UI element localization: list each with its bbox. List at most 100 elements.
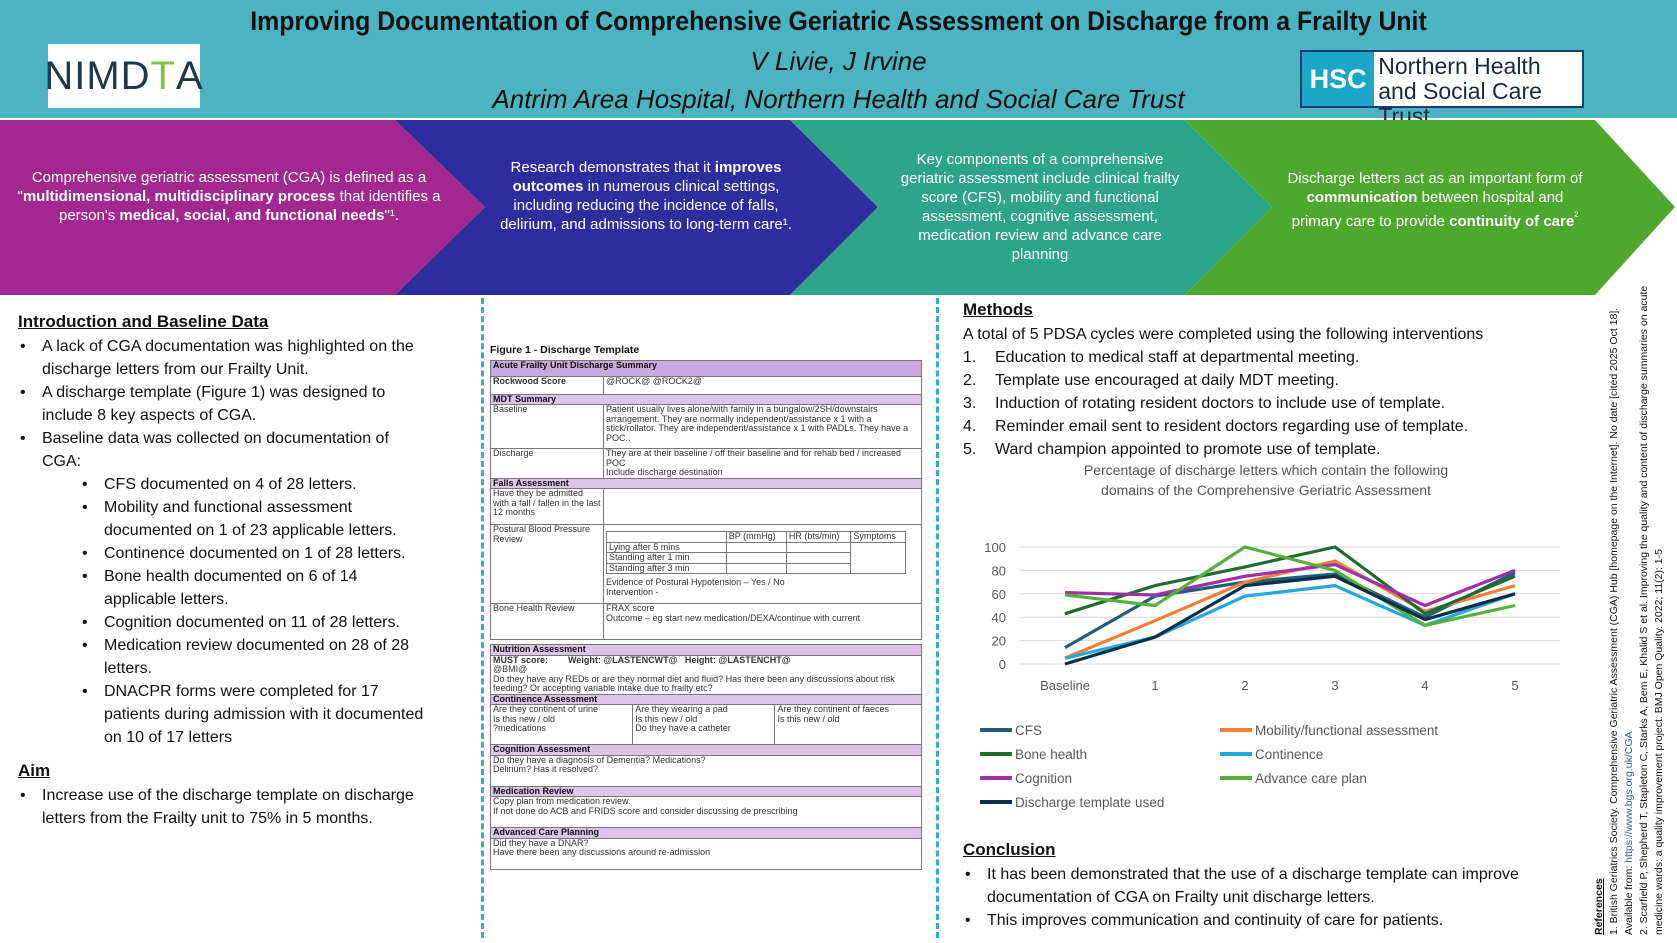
section-header: Cognition Assessment <box>490 744 922 756</box>
baseline-item: Medication review documented on 28 of 28… <box>80 634 428 680</box>
chevron-2 <box>395 120 878 295</box>
column-divider <box>481 298 484 938</box>
text: Intervention - <box>606 586 659 597</box>
cell: Copy plan from medication review. If not… <box>490 796 922 828</box>
y-tick-label: 20 <box>992 634 1006 649</box>
legend-label: Discharge template used <box>1015 795 1164 810</box>
nimdta-logo: NIMD T A <box>44 44 203 108</box>
cell: Baseline <box>490 404 604 449</box>
baseline-item: DNACPR forms were completed for 17 patie… <box>80 680 428 749</box>
section-header: Continence Assessment <box>490 693 922 705</box>
figure-caption: Figure 1 - Discharge Template <box>490 344 640 356</box>
references: References 1. British Geriatrics Society… <box>1592 285 1676 935</box>
intro-section: Introduction and Baseline Data A lack of… <box>18 310 428 830</box>
cell: Standing after 3 min <box>606 562 727 574</box>
legend-label: CFS <box>1015 723 1042 738</box>
baseline-item: Continence documented on 1 of 28 letters… <box>80 542 428 565</box>
text: @BMI@ <box>493 664 528 674</box>
cell: MUST score: Weight: @LASTENCWT@ Height: … <box>490 654 922 695</box>
aim-bullet: Increase use of the discharge template o… <box>18 784 428 830</box>
baseline-item: Bone health documented on 6 of 14 applic… <box>80 565 428 611</box>
y-tick-label: 60 <box>992 587 1006 602</box>
intro-bullet: Baseline data was collected on documenta… <box>18 427 428 473</box>
text: Do they have any REDs or are they normal… <box>493 673 895 693</box>
method-item: 1. Education to medical staff at departme… <box>963 349 1360 366</box>
baseline-item: Cognition documented on 11 of 28 letters… <box>80 611 428 634</box>
cell <box>725 562 787 574</box>
chevron-2-text: Research demonstrates that it improves o… <box>500 159 792 233</box>
intro-heading: Introduction and Baseline Data <box>18 312 269 331</box>
methods-heading: Methods <box>963 300 1033 319</box>
series-line-cfs <box>1064 571 1516 650</box>
x-tick-label: Baseline <box>1040 678 1090 693</box>
methods-intro: A total of 5 PDSA cycles were completed … <box>963 326 1484 343</box>
legend-label: Continence <box>1255 747 1323 762</box>
section-header: Medication Review <box>490 785 922 797</box>
legend-label: Advance care plan <box>1255 771 1367 786</box>
legend-label: Bone health <box>1015 747 1087 762</box>
cell: Did they have a DNAR? Have there been an… <box>490 837 922 870</box>
method-item: 3. Induction of rotating resident doctors… <box>963 395 1446 412</box>
conclusion-heading: Conclusion <box>963 840 1056 859</box>
cell <box>850 541 907 574</box>
reference-link[interactable]: https://www.bgs.org.uk/CGA <box>1623 731 1635 863</box>
text: Weight: @LASTENCWT@ <box>568 654 678 665</box>
cell <box>603 488 922 525</box>
cell: Have they be admitted with a fall / fall… <box>490 488 604 525</box>
reference-1: 1. British Geriatrics Society. Comprehen… <box>1607 285 1637 935</box>
template-title: Acute Frailty Unit Discharge Summary <box>490 359 922 377</box>
cell <box>725 541 787 553</box>
text: Reminder email sent to resident doctors … <box>995 418 1469 435</box>
cell: Discharge <box>490 448 604 479</box>
cell: Standing after 1 min <box>606 552 727 564</box>
logo-text: Northern Health <box>1378 53 1541 79</box>
section-header: Nutrition Assessment <box>490 644 922 656</box>
discharge-template-figure: Figure 1 - Discharge Template Acute Frai… <box>489 344 922 870</box>
text: Education to medical staff at department… <box>995 349 1360 366</box>
series-line-advance-care-plan <box>1064 545 1516 627</box>
header-banner: Improving Documentation of Comprehensive… <box>0 0 1677 129</box>
cell: They are at their baseline / off their b… <box>603 448 922 479</box>
references-heading: References <box>1593 878 1605 935</box>
cell: Are they continent of urine Is this new … <box>489 704 634 745</box>
methods-section: Methods A total of 5 PDSA cycles were co… <box>963 298 1583 461</box>
cell <box>785 562 852 574</box>
series-line-bone-health <box>1064 545 1516 616</box>
text: Template use encouraged at daily MDT mee… <box>995 372 1339 389</box>
y-tick-label: 0 <box>999 657 1006 672</box>
baseline-item: Mobility and functional assessment docum… <box>80 496 428 542</box>
text: Height: @LASTENCHT@ <box>684 654 791 665</box>
intro-bullet: A discharge template (Figure 1) was desi… <box>18 381 428 427</box>
nhsct-logo: HSC Northern Health and Social Care Trust <box>1300 50 1584 129</box>
cell: @ROCK@ @ROCK2@ <box>603 375 922 395</box>
x-tick-label: 2 <box>1241 678 1248 693</box>
column-divider <box>936 298 939 938</box>
chevron-1 <box>0 120 485 295</box>
cell: Symptoms <box>850 531 907 543</box>
cell: BP (mmHg) HR (bts/min) Symptoms Lying afte… <box>603 524 922 604</box>
cell <box>725 552 787 564</box>
chevron-banner <box>0 120 1675 295</box>
cell: Rockwood Score <box>490 375 604 395</box>
conclusion-bullet: It has been demonstrated that the use of… <box>963 863 1583 909</box>
baseline-item: CFS documented on 4 of 28 letters. <box>80 473 428 496</box>
y-tick-label: 40 <box>992 610 1006 625</box>
authors: V Livie, J Irvine <box>750 46 927 76</box>
intro-bullet: A lack of CGA documentation was highligh… <box>18 335 428 381</box>
chevron-1-text: Comprehensive geriatric assessment (CGA)… <box>17 169 441 224</box>
text: Ward champion appointed to promote use o… <box>995 441 1381 458</box>
y-tick-label: 100 <box>984 540 1006 555</box>
legend-label: Mobility/functional assessment <box>1255 723 1438 738</box>
conclusion-section: Conclusion It has been demonstrated that… <box>963 838 1583 932</box>
x-tick-label: 5 <box>1511 678 1518 693</box>
affiliation: Antrim Area Hospital, Northern Health an… <box>492 84 1185 114</box>
cell: Do they have a diagnosis of Dementia? Me… <box>490 754 922 787</box>
text: MUST score: <box>493 654 549 665</box>
series-line-discharge-template-used <box>1064 574 1516 666</box>
chevron-3-text: Key components of a comprehensive geriat… <box>900 151 1180 263</box>
cell: BP (mmHg) <box>725 531 787 543</box>
poster-title: Improving Documentation of Comprehensive… <box>250 6 1427 36</box>
method-item: 2. Template use encouraged at daily MDT m… <box>963 372 1339 389</box>
cell: FRAX score Outcome – eg start new medicat… <box>603 603 922 640</box>
line-chart: Percentage of discharge letters which co… <box>980 462 1560 810</box>
